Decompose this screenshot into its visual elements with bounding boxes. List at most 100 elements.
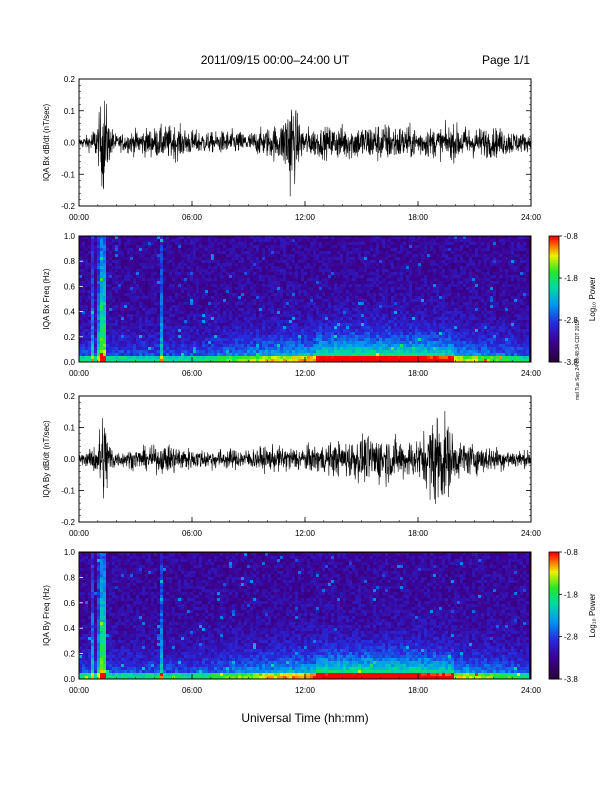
heatmap-cell [298,350,301,353]
heatmap-cell [82,236,85,239]
heatmap-cell [157,293,160,296]
heatmap-cell [340,314,343,317]
heatmap-cell [94,329,97,332]
heatmap-cell [280,269,283,272]
heatmap-cell [142,278,145,281]
heatmap-cell [364,314,367,317]
heatmap-cell [355,290,358,293]
heatmap-cell [235,275,238,278]
heatmap-cell [397,257,400,260]
heatmap-cell [328,320,331,323]
heatmap-cell [190,302,193,305]
heatmap-cell [379,257,382,260]
heatmap-cell [103,281,106,284]
heatmap-cell [157,296,160,299]
heatmap-cell [316,302,319,305]
heatmap-cell [178,350,181,353]
heatmap-cell [130,350,133,353]
heatmap-cell [151,269,154,272]
heatmap-cell [109,290,112,293]
heatmap-cell [385,287,388,290]
heatmap-cell [298,257,301,260]
heatmap-cell [205,329,208,332]
heatmap-cell [109,236,112,239]
heatmap-cell [310,359,313,362]
heatmap-cell [421,260,424,263]
heatmap-cell [424,317,427,320]
heatmap-cell [247,335,250,338]
heatmap-cell [130,323,133,326]
heatmap-cell [406,302,409,305]
heatmap-cell [88,257,91,260]
heatmap-cell [337,272,340,275]
heatmap-cell [160,242,163,245]
heatmap-cell [256,266,259,269]
heatmap-cell [265,296,268,299]
heatmap-cell [142,260,145,263]
heatmap-cell [418,242,421,245]
heatmap-cell [331,347,334,350]
heatmap-cell [379,350,382,353]
heatmap-cell [268,245,271,248]
heatmap-cell [379,242,382,245]
heatmap-cell [232,323,235,326]
heatmap-cell [220,272,223,275]
heatmap-cell [295,311,298,314]
heatmap-cell [202,248,205,251]
heatmap-cell [265,308,268,311]
heatmap-cell [79,263,82,266]
heatmap-cell [79,239,82,242]
heatmap-cell [130,266,133,269]
heatmap-cell [229,278,232,281]
heatmap-cell [292,269,295,272]
heatmap-cell [184,281,187,284]
heatmap-cell [178,308,181,311]
heatmap-cell [154,305,157,308]
heatmap-cell [172,335,175,338]
heatmap-cell [424,278,427,281]
heatmap-cell [298,284,301,287]
heatmap-cell [112,305,115,308]
heatmap-cell [100,347,103,350]
heatmap-cell [157,308,160,311]
heatmap-cell [112,290,115,293]
heatmap-cell [337,290,340,293]
heatmap-cell [313,302,316,305]
heatmap-cell [121,311,124,314]
heatmap-cell [94,341,97,344]
heatmap-cell [364,236,367,239]
heatmap-cell [154,257,157,260]
heatmap-cell [376,293,379,296]
heatmap-cell [130,287,133,290]
heatmap-cell [406,341,409,344]
heatmap-cell [259,332,262,335]
heatmap-cell [154,296,157,299]
heatmap-cell [259,350,262,353]
heatmap-cell [127,305,130,308]
heatmap-cell [370,332,373,335]
heatmap-cell [313,257,316,260]
heatmap-cell [418,278,421,281]
heatmap-cell [151,254,154,257]
heatmap-cell [136,350,139,353]
heatmap-cell [118,353,121,356]
heatmap-cell [319,329,322,332]
heatmap-cell [382,317,385,320]
heatmap-cell [163,335,166,338]
heatmap-cell [214,347,217,350]
heatmap-cell [265,356,268,359]
heatmap-cell [358,257,361,260]
heatmap-cell [283,335,286,338]
heatmap-cell [382,338,385,341]
heatmap-cell [85,275,88,278]
heatmap-cell [337,236,340,239]
heatmap-cell [322,335,325,338]
heatmap-cell [196,329,199,332]
heatmap-cell [184,317,187,320]
heatmap-cell [301,311,304,314]
heatmap-cell [271,341,274,344]
heatmap-cell [292,314,295,317]
heatmap-cell [265,359,268,362]
heatmap-cell [91,347,94,350]
heatmap-cell [298,344,301,347]
